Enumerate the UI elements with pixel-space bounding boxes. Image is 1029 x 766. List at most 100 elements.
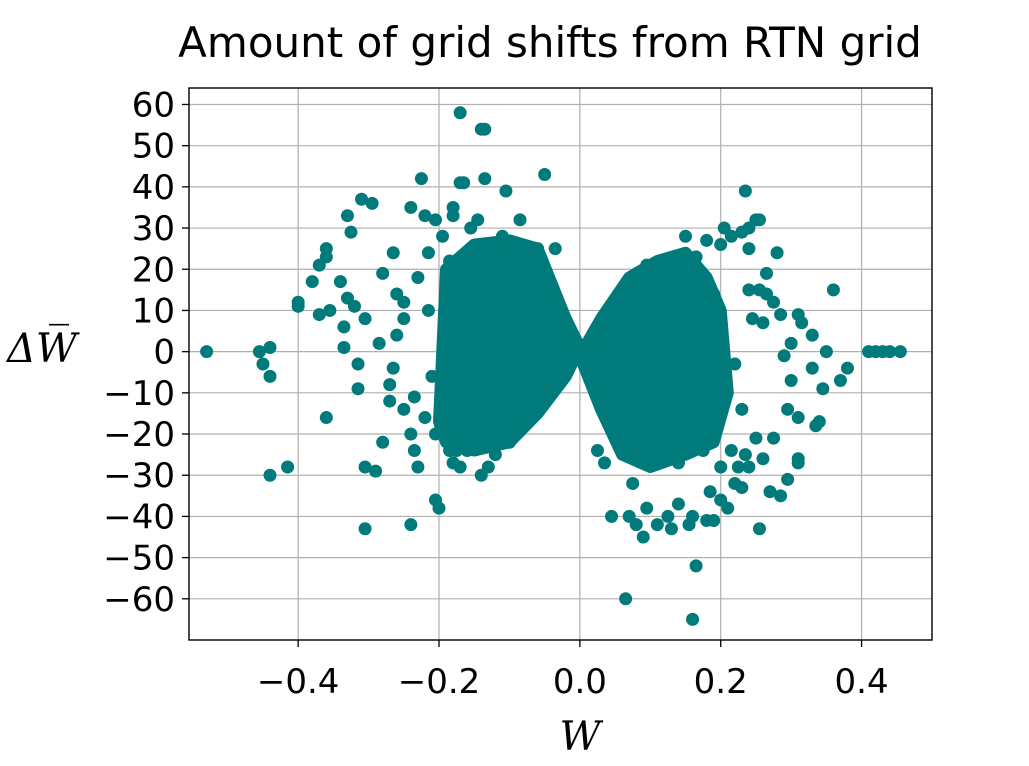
y-tick-label: −60 [103, 580, 175, 620]
y-tick-label: −50 [103, 539, 175, 579]
data-point [478, 172, 492, 186]
data-point [774, 308, 788, 322]
data-point [756, 452, 770, 466]
data-point [414, 172, 428, 186]
y-tick-label: 30 [132, 209, 175, 249]
data-point [263, 341, 277, 355]
data-point [446, 200, 460, 214]
data-point [840, 361, 854, 375]
data-point [495, 229, 509, 243]
data-point [351, 357, 365, 371]
data-point [703, 485, 717, 499]
data-point [358, 460, 372, 474]
data-point [770, 246, 784, 260]
data-point [513, 213, 527, 227]
data-points [200, 106, 907, 626]
data-point [337, 341, 351, 355]
data-point [418, 411, 432, 425]
data-point [263, 369, 277, 383]
x-tick-label: −0.2 [398, 662, 481, 702]
data-point [738, 184, 752, 198]
y-tick-label: −40 [103, 497, 175, 537]
plot-frame [188, 87, 933, 641]
data-point [805, 328, 819, 342]
data-point [590, 444, 604, 458]
data-point [340, 209, 354, 223]
data-point [714, 460, 728, 474]
data-point [721, 501, 735, 515]
data-point [679, 229, 693, 243]
data-point [650, 518, 664, 532]
data-point [397, 402, 411, 416]
data-point [686, 509, 700, 523]
data-point [791, 456, 805, 470]
y-axis-label: ΔW̅ [5, 325, 80, 372]
data-point [291, 295, 305, 309]
data-point [376, 266, 390, 280]
data-point [612, 435, 626, 449]
data-point [323, 303, 337, 317]
data-point [428, 213, 442, 227]
data-point [619, 592, 633, 606]
data-point [707, 287, 721, 301]
data-point [446, 456, 460, 470]
data-point [263, 468, 277, 482]
data-point [629, 518, 643, 532]
data-point [893, 345, 907, 359]
data-point [626, 476, 640, 490]
data-point [598, 456, 612, 470]
data-point [745, 312, 759, 326]
data-point [344, 225, 358, 239]
data-point [312, 308, 326, 322]
data-point [383, 394, 397, 408]
data-point [404, 518, 418, 532]
data-point [689, 559, 703, 573]
data-point [386, 361, 400, 375]
data-point [531, 242, 545, 256]
data-point [742, 242, 756, 256]
data-point [636, 530, 650, 544]
data-point [502, 435, 516, 449]
data-point [333, 275, 347, 289]
data-point [383, 378, 397, 392]
data-point [781, 472, 795, 486]
data-point [450, 444, 464, 458]
data-point [404, 427, 418, 441]
data-point [418, 209, 432, 223]
x-tick-label: 0.4 [835, 662, 889, 702]
data-point [485, 242, 499, 256]
data-point [397, 295, 411, 309]
data-point [643, 275, 657, 289]
data-point [781, 402, 795, 416]
y-tick-label: 50 [132, 127, 175, 167]
data-point [883, 345, 897, 359]
data-point [640, 501, 654, 515]
data-point [767, 431, 781, 445]
data-point [319, 411, 333, 425]
x-tick-label: −0.4 [257, 662, 340, 702]
data-point [728, 357, 742, 371]
data-point [390, 328, 404, 342]
data-point [833, 373, 847, 387]
data-point [696, 444, 710, 458]
data-point [478, 122, 492, 136]
data-point [358, 522, 372, 536]
x-tick-label: 0.2 [694, 662, 748, 702]
data-point [767, 295, 781, 309]
data-point [538, 168, 552, 182]
data-point [756, 316, 770, 330]
data-point [784, 373, 798, 387]
data-point [791, 411, 805, 425]
data-point [742, 460, 756, 474]
data-point [411, 460, 425, 474]
data-point [714, 238, 728, 252]
data-point [450, 279, 464, 293]
data-point [795, 316, 809, 330]
data-point [348, 299, 362, 313]
data-point [816, 382, 830, 396]
data-point [428, 427, 442, 441]
data-point [724, 229, 738, 243]
data-point [731, 460, 745, 474]
data-point [432, 501, 446, 515]
